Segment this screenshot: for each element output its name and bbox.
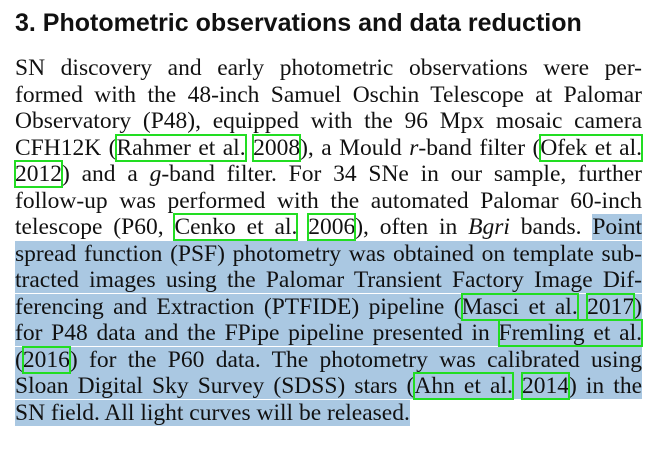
text-segment: follow-up was performed with the automat… xyxy=(15,187,642,214)
highlighted-text: SN field. All light curves will be relea… xyxy=(15,399,410,426)
text-line: tracted images using the Palomar Transie… xyxy=(15,267,642,294)
highlighted-text: tracted images using the Palomar Transie… xyxy=(15,267,642,293)
citation-link[interactable]: 2014 xyxy=(520,372,570,400)
text-line: spread function (PSF) photometry was obt… xyxy=(15,240,642,268)
text-segment: r xyxy=(409,134,419,161)
text-segment: telescope (P60, xyxy=(15,214,175,240)
text-line: Observatory (P48), equipped with the 96 … xyxy=(15,108,642,135)
text-segment: Observatory (P48), equipped with the 96 … xyxy=(15,108,642,134)
highlighted-text: Point xyxy=(592,214,642,240)
highlighted-text: ) in the xyxy=(568,373,643,399)
text-segment: SN discovery and early photometric obser… xyxy=(15,55,642,81)
text-line: SN field. All light curves will be relea… xyxy=(15,399,642,427)
text-segment: bands. xyxy=(509,214,593,240)
highlighted-text xyxy=(577,293,588,320)
text-line: follow-up was performed with the automat… xyxy=(15,188,642,215)
text-segment: g xyxy=(149,161,162,187)
highlighted-text: for P48 data and the FPipe pipeline pres… xyxy=(15,320,499,346)
text-segment: formed with the 48-inch Samuel Oschin Te… xyxy=(15,81,642,108)
text-line: CFH12K (Rahmer et al. 2008), a Mould r-b… xyxy=(15,133,644,162)
citation-link[interactable]: 2017 xyxy=(586,292,636,321)
text-segment: -band filter. For 34 SNe in our sample, … xyxy=(161,161,642,187)
highlighted-text: ( xyxy=(15,346,23,373)
text-line: for P48 data and the FPipe pipeline pres… xyxy=(15,319,643,347)
highlighted-text xyxy=(512,373,522,399)
text-line: ferencing and Extraction (PTFIDE) pipeli… xyxy=(15,292,642,321)
text-segment: CFH12K ( xyxy=(15,134,117,161)
citation-link[interactable]: Fremling et al. xyxy=(497,319,643,347)
citation-link[interactable]: 2008 xyxy=(252,133,302,162)
citation-link[interactable]: Rahmer et al. xyxy=(115,133,247,162)
section-body: SN discovery and early photometric obser… xyxy=(14,55,644,427)
highlighted-text: Sloan Digital Sky Survey (SDSS) stars ( xyxy=(15,373,415,399)
citation-link[interactable]: 2006 xyxy=(307,213,357,241)
citation-link[interactable]: 2016 xyxy=(21,345,71,374)
text-line: (2016) for the P60 data. The photometry … xyxy=(15,345,642,374)
text-segment: ), a Mould xyxy=(300,134,410,161)
text-line: SN discovery and early photometric obser… xyxy=(15,55,642,82)
text-segment: Bgri xyxy=(468,214,510,240)
citation-link[interactable]: Masci et al. xyxy=(460,292,579,321)
highlighted-text: spread function (PSF) photometry was obt… xyxy=(15,240,642,267)
citation-link[interactable]: Cenko et al. xyxy=(173,213,299,241)
highlighted-text: ) for the P60 data. The photometry was c… xyxy=(69,346,642,373)
text-segment: ), often in xyxy=(355,214,469,240)
citation-link[interactable]: Ahn et al. xyxy=(413,372,514,400)
text-segment: ) and a xyxy=(62,161,150,187)
text-line: 2012) and a g-band filter. For 34 SNe in… xyxy=(14,160,642,188)
section-heading: 3. Photometric observations and data red… xyxy=(15,9,582,37)
citation-link[interactable]: 2012 xyxy=(14,160,63,188)
text-segment xyxy=(246,135,253,161)
highlighted-text: ) xyxy=(634,293,642,320)
highlighted-text: ferencing and Extraction (PTFIDE) pipeli… xyxy=(15,293,462,320)
text-line: formed with the 48-inch Samuel Oschin Te… xyxy=(15,82,642,109)
text-line: telescope (P60, Cenko et al. 2006), ofte… xyxy=(15,213,642,241)
text-segment: -band filter ( xyxy=(418,134,541,161)
citation-link[interactable]: Ofek et al. xyxy=(539,133,644,162)
text-segment xyxy=(297,214,308,240)
text-line: Sloan Digital Sky Survey (SDSS) stars (A… xyxy=(15,372,643,400)
